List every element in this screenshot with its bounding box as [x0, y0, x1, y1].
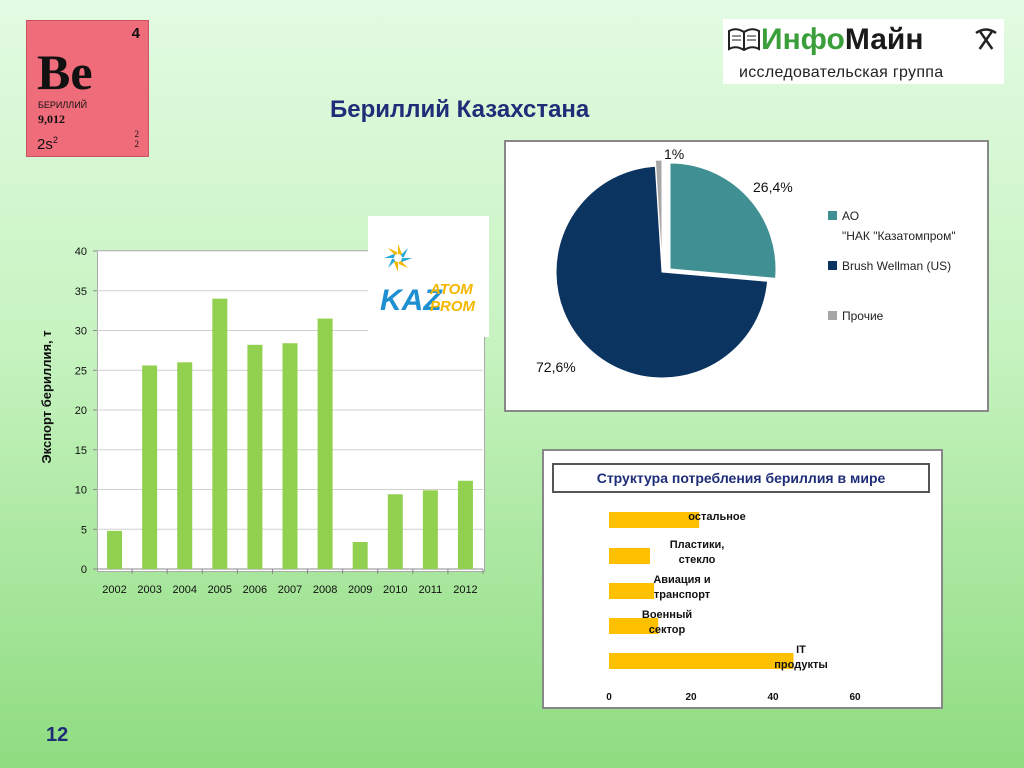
- export-bar-chart: 0 5 10 15 20 25 30 35 40 2002 2003 2004 2005 2006 2007…: [39, 246, 484, 596]
- bar-2009: [352, 541, 368, 569]
- bar-2002: [107, 530, 123, 569]
- producers-pie-chart: 26,4% 72,6% 1% АО "НАК "Казатомпром" Brush We…: [536, 146, 956, 379]
- consumption-bar-chart: 0 20 40 60 остальное Пластики, стекло Авиация и…: [606, 511, 861, 703]
- pie-slice-label: 72,6%: [536, 359, 576, 375]
- pickaxe-icon: [975, 28, 997, 50]
- book-icon: [728, 28, 760, 52]
- x-tick-label: 2012: [453, 584, 477, 596]
- element-number: 4: [131, 25, 140, 42]
- consumption-bar: [609, 583, 655, 599]
- bar-2008: [317, 318, 333, 569]
- x-tick-label: 20: [685, 692, 697, 703]
- bar-2003: [142, 365, 158, 569]
- consumption-bar: [609, 618, 659, 634]
- x-tick-label: 2003: [137, 584, 161, 596]
- element-name: БЕРИЛЛИЙ: [38, 100, 88, 110]
- element-config: 2s2: [37, 135, 58, 153]
- consumption-bar: [609, 653, 794, 669]
- y-tick-label: 40: [75, 246, 87, 258]
- x-tick-label: 60: [849, 692, 861, 703]
- legend-swatch: [828, 211, 837, 220]
- y-tick-label: 30: [75, 326, 87, 338]
- pie-slice: [555, 165, 769, 379]
- consumption-label: IT продукты: [774, 644, 827, 671]
- consumption-title: Структура потребления бериллия в мире: [552, 463, 930, 493]
- pie-slice: [669, 162, 777, 279]
- consumption-label: Пластики, стекло: [670, 539, 725, 566]
- x-tick-label: 2009: [348, 584, 372, 596]
- consumption-label: остальное: [688, 511, 745, 523]
- x-tick-label: 2007: [278, 584, 302, 596]
- pie-slice: [654, 159, 663, 267]
- kazatomprom-logo: KAZ ATOM PROM: [368, 216, 489, 337]
- x-tick-label: 40: [767, 692, 779, 703]
- legend-swatch: [828, 261, 837, 270]
- y-tick-label: 25: [75, 365, 87, 377]
- x-tick-label: 2005: [208, 584, 232, 596]
- x-tick-label: 2010: [383, 584, 407, 596]
- logo-tagline: исследовательская группа: [739, 64, 944, 81]
- x-tick-label: 2006: [243, 584, 267, 596]
- y-tick-label: 10: [75, 485, 87, 497]
- consumption-bar: [609, 548, 650, 564]
- consumption-label: Авиация и транспорт: [653, 574, 710, 601]
- y-tick-label: 5: [81, 524, 87, 536]
- page-title: Бериллий Казахстана: [330, 96, 590, 123]
- legend-swatch: [828, 311, 837, 320]
- bar-2010: [387, 494, 403, 569]
- y-tick-label: 35: [75, 286, 87, 298]
- kaz-text: KAZ: [380, 284, 443, 317]
- bar-2007: [282, 343, 298, 569]
- legend-entry: Прочие: [842, 309, 884, 323]
- element-symbol: Be: [37, 44, 93, 100]
- page-number: 12: [46, 724, 69, 746]
- consumption-label: Военный сектор: [642, 609, 692, 636]
- pie-slice-label: 1%: [664, 146, 684, 162]
- x-tick-label: 2002: [102, 584, 126, 596]
- y-tick-label: 0: [81, 564, 87, 576]
- logo-brand: ИнфоМайн: [761, 23, 924, 56]
- consumption-bar: [609, 512, 700, 528]
- bar-2012: [457, 480, 473, 569]
- bar-2005: [212, 298, 228, 569]
- legend-entry: АО "НАК "Казатомпром": [842, 209, 956, 243]
- producers-pie-panel: 26,4% 72,6% 1% АО "НАК "Казатомпром" Brush We…: [504, 140, 989, 412]
- kazatomprom-emblem-icon: KAZ ATOM PROM: [380, 244, 476, 317]
- bar-2006: [247, 344, 263, 569]
- element-mass: 9,012: [38, 112, 65, 126]
- legend-entry: Brush Wellman (US): [842, 259, 951, 273]
- pie-slice-label: 26,4%: [753, 179, 793, 195]
- x-tick-label: 2011: [419, 584, 443, 596]
- x-tick-label: 2004: [172, 584, 196, 596]
- y-tick-label: 15: [75, 445, 87, 457]
- atom-text: ATOM: [429, 281, 473, 298]
- x-tick-label: 2008: [313, 584, 337, 596]
- y-axis-label: Экспорт бериллия, т: [39, 330, 54, 463]
- infomine-logo: ИнфоМайн исследовательская группа: [723, 19, 1004, 84]
- x-tick-label: 0: [606, 692, 612, 703]
- bar-2004: [177, 362, 193, 569]
- y-tick-label: 20: [75, 405, 87, 417]
- bar-2011: [422, 490, 438, 569]
- prom-text: PROM: [430, 298, 476, 315]
